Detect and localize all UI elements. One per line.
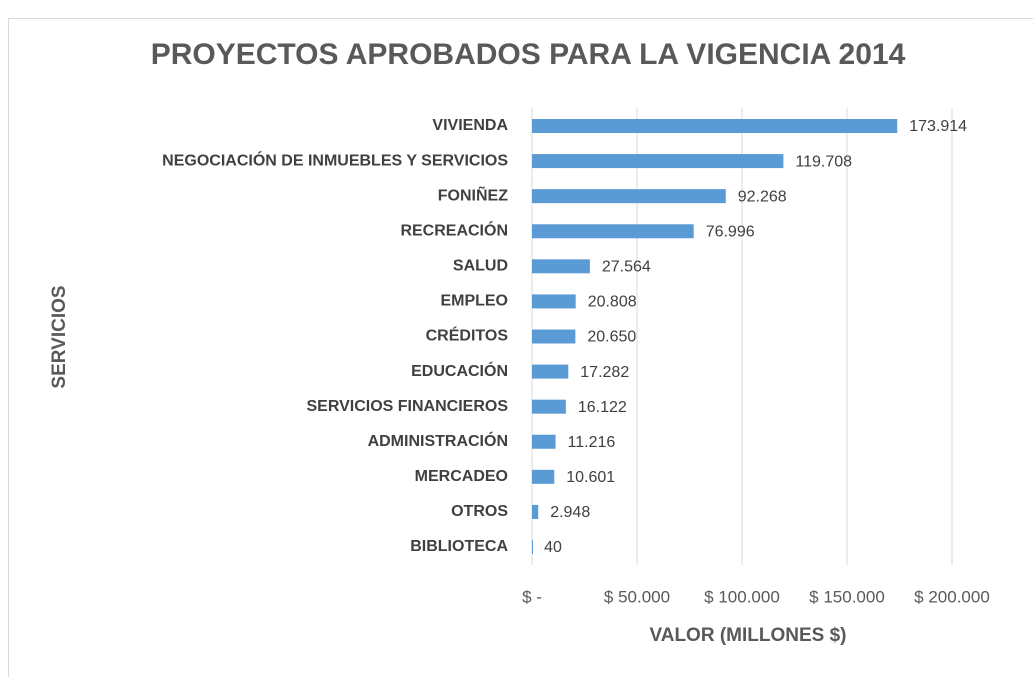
bar (532, 434, 556, 449)
data-label: 11.216 (568, 434, 616, 451)
bar (532, 294, 576, 309)
x-axis-title: VALOR (MILLONES $) (649, 625, 846, 646)
chart-frame (8, 18, 1033, 677)
data-label: 2.948 (550, 504, 590, 521)
data-label: 27.564 (602, 259, 651, 276)
x-tick-label: $ 200.000 (914, 587, 990, 606)
data-label: 20.808 (588, 294, 637, 311)
bar (532, 504, 539, 519)
data-label: 10.601 (566, 469, 615, 486)
y-tick-label: MERCADEO (415, 468, 508, 485)
bar (532, 259, 590, 274)
y-tick-label: EMPLEO (440, 293, 508, 310)
y-tick-label: OTROS (451, 503, 508, 520)
y-tick-label: VIVIENDA (432, 117, 508, 134)
bar (532, 119, 898, 133)
data-label: 76.996 (706, 223, 755, 240)
data-label: 17.282 (580, 364, 629, 381)
bar (532, 224, 694, 239)
data-label: 20.650 (587, 329, 636, 346)
chart-title: PROYECTOS APROBADOS PARA LA VIGENCIA 201… (151, 38, 906, 71)
data-label: 173.914 (909, 118, 967, 135)
y-tick-label: SERVICIOS FINANCIEROS (306, 398, 508, 415)
bar (532, 364, 569, 379)
y-tick-label: RECREACIÓN (400, 220, 508, 239)
data-label: 119.708 (795, 153, 852, 170)
data-label: 40 (544, 539, 562, 556)
y-tick-label: ADMINISTRACIÓN (368, 431, 508, 450)
bar (532, 329, 576, 344)
y-tick-label: BIBLIOTECA (410, 538, 508, 555)
x-tick-label: $ 100.000 (704, 587, 780, 606)
y-tick-label: NEGOCIACIÓN DE INMUEBLES Y SERVICIOS (162, 150, 508, 169)
data-label: 92.268 (738, 188, 787, 205)
y-tick-label: EDUCACIÓN (411, 361, 508, 380)
x-tick-label: $ 50.000 (604, 587, 670, 606)
bar (532, 189, 726, 204)
x-tick-label: $ 150.000 (809, 587, 885, 606)
bar (532, 399, 566, 414)
y-tick-label: SALUD (453, 258, 508, 275)
y-tick-label: CRÉDITOS (426, 326, 509, 345)
bar (532, 154, 784, 169)
bar (532, 469, 555, 484)
x-tick-label: $ - (522, 587, 542, 606)
bar (532, 540, 533, 554)
data-label: 16.122 (578, 399, 627, 416)
y-tick-label: FONIÑEZ (438, 184, 508, 204)
y-axis-title: SERVICIOS (49, 285, 70, 388)
